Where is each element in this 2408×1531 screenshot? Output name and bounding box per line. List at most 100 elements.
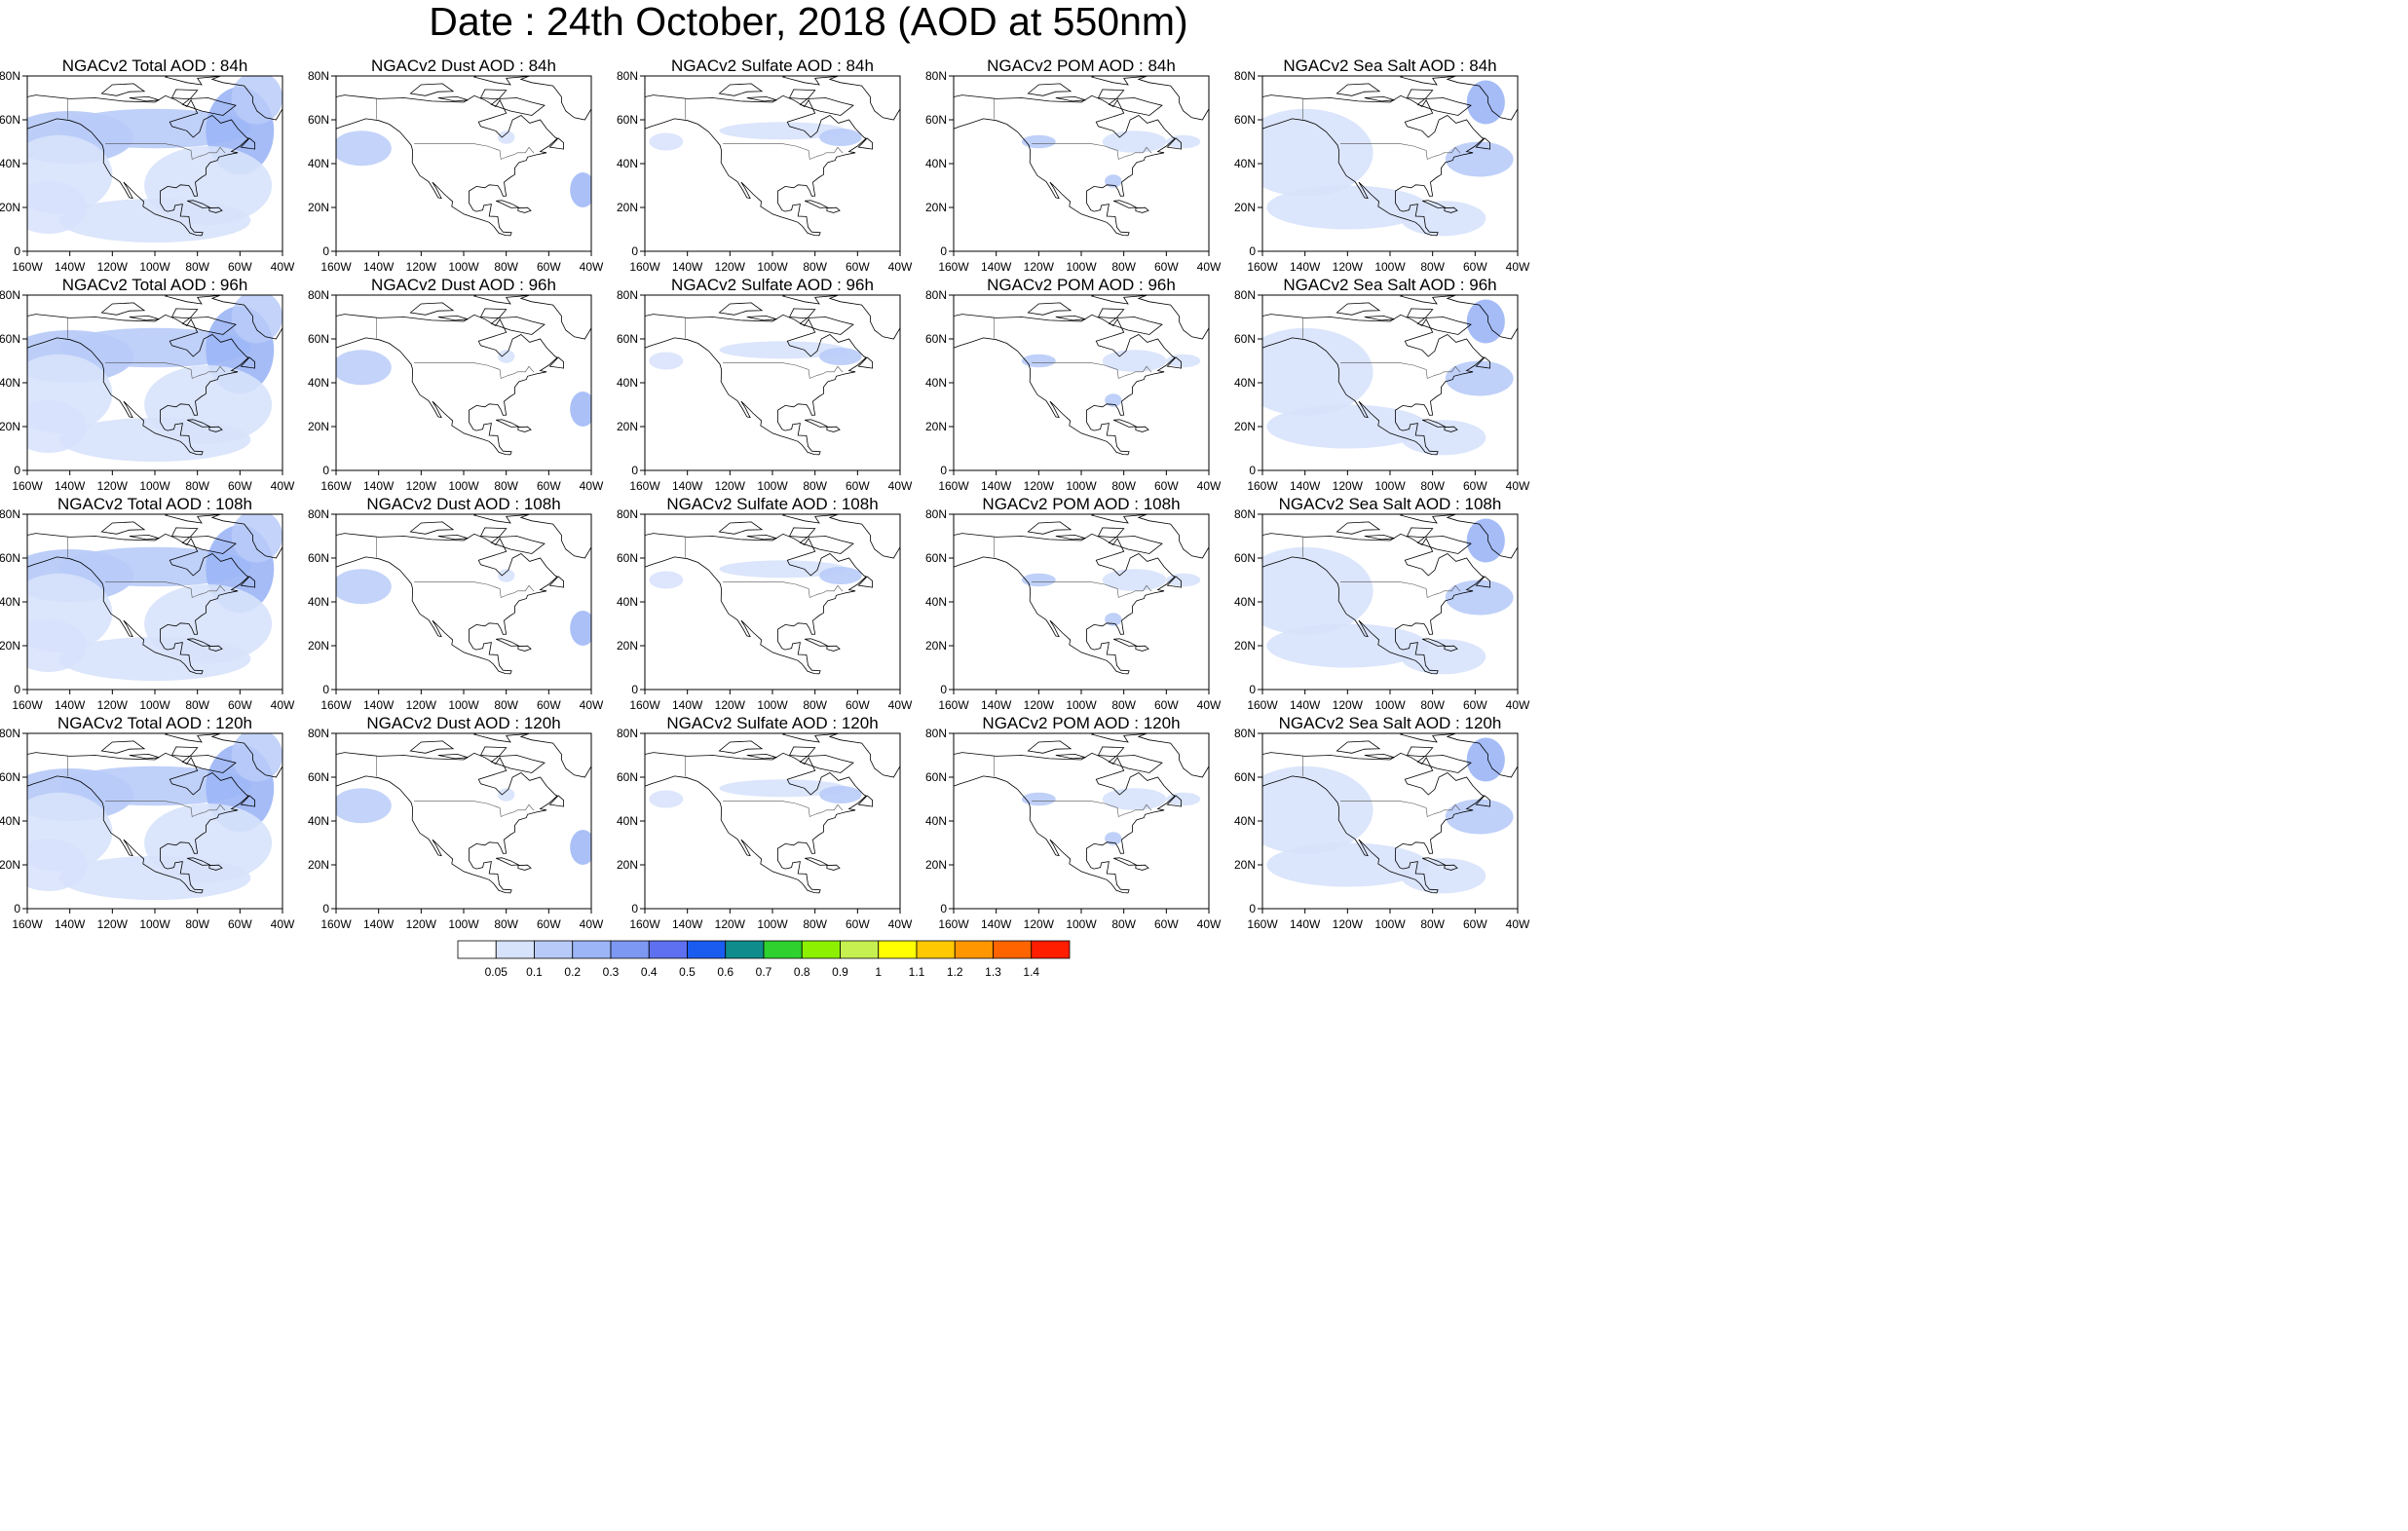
coastline (208, 206, 223, 213)
x-tick-label: 80W (494, 479, 518, 493)
panel-title: NGACv2 Dust AOD : 96h (371, 276, 556, 294)
coastline (1444, 864, 1458, 871)
colorbar-label: 0.3 (603, 965, 620, 979)
x-tick-label: 60W (846, 479, 870, 493)
x-tick-label: 80W (1420, 260, 1445, 274)
x-tick-label: 60W (228, 917, 252, 931)
y-tick-label: 60N (617, 332, 638, 346)
coastline (479, 527, 546, 554)
x-tick-label: 40W (1197, 260, 1222, 274)
panel-title: NGACv2 Dust AOD : 120h (366, 714, 561, 732)
coastline (336, 314, 558, 456)
x-tick-label: 140W (1290, 917, 1321, 931)
aod-field (1262, 733, 1518, 894)
panel-title: NGACv2 Sulfate AOD : 96h (671, 276, 874, 294)
x-tick-label: 100W (1066, 479, 1097, 493)
x-tick-label: 160W (12, 698, 43, 712)
x-tick-label: 160W (938, 917, 969, 931)
y-tick-label: 80N (617, 288, 638, 302)
y-tick-label: 80N (1234, 288, 1256, 302)
y-tick-label: 80N (1234, 727, 1256, 740)
coastline (1422, 200, 1447, 208)
map-plot: 160W 140W 120W 100W 80W 60W 40W 0 20N 40N 60N 80N (0, 727, 295, 931)
coastline (1027, 521, 1072, 535)
coastline (170, 746, 237, 773)
y-tick-label: 60N (308, 551, 329, 565)
aod-field (1262, 514, 1518, 675)
aod-shading (819, 348, 862, 365)
y-tick-label: 20N (925, 201, 947, 214)
coastline (210, 514, 282, 559)
panel-title: NGACv2 Sulfate AOD : 120h (666, 714, 879, 732)
coastline (164, 733, 222, 743)
aod-shading (719, 341, 847, 359)
coastline (1027, 302, 1072, 316)
x-tick-label: 80W (1420, 479, 1445, 493)
map-plot: 160W 140W 120W 100W 80W 60W 40W 0 20N 40N 60N 80N (925, 69, 1222, 274)
colorbar-label: 1.4 (1023, 965, 1039, 979)
coastline (1406, 746, 1472, 773)
coastline (1444, 206, 1458, 213)
coastline (100, 302, 146, 316)
coastline (1137, 514, 1209, 559)
aod-map-panel: NGACv2 Sulfate AOD : 120h 160W 140W 120W 100… (616, 714, 937, 1060)
x-tick-label: 100W (139, 479, 170, 493)
aod-shading (719, 122, 847, 140)
coastline (1336, 740, 1381, 754)
panel-title: NGACv2 Dust AOD : 108h (366, 495, 561, 513)
x-tick-label: 140W (55, 479, 86, 493)
x-tick-label: 140W (981, 260, 1012, 274)
coastline (788, 746, 854, 773)
aod-shading (27, 181, 88, 234)
coastline (781, 295, 840, 305)
x-tick-label: 160W (1247, 479, 1278, 493)
coastline (1135, 864, 1149, 871)
coastline (1137, 733, 1209, 778)
coastline (1475, 137, 1490, 150)
aod-shading (231, 514, 282, 563)
colorbar-label: 0.1 (526, 965, 543, 979)
coastline (1135, 645, 1149, 652)
coastline (1364, 534, 1395, 541)
x-tick-label: 120W (97, 917, 129, 931)
panel-title: NGACv2 POM AOD : 96h (987, 276, 1176, 294)
coastline (187, 200, 211, 208)
coastline (1097, 308, 1163, 335)
coastline (437, 315, 469, 321)
x-tick-label: 120W (97, 479, 129, 493)
coastline (857, 576, 873, 588)
map-plot: 160W 140W 120W 100W 80W 60W 40W 0 20N 40N 60N 80N (1234, 288, 1530, 493)
coastline (164, 295, 222, 305)
colorbar-swatch (993, 940, 1033, 959)
y-tick-label: 80N (0, 69, 20, 83)
y-tick-label: 0 (631, 683, 638, 696)
x-tick-label: 40W (888, 917, 913, 931)
map-plot: 160W 140W 120W 100W 80W 60W 40W 0 20N 40N 60N 80N (308, 288, 604, 493)
aod-shading (231, 295, 282, 344)
coastline (336, 752, 558, 894)
coastline (805, 200, 829, 208)
y-tick-label: 0 (322, 244, 329, 258)
aod-shading (819, 786, 862, 803)
aod-field (954, 295, 1209, 456)
x-tick-label: 80W (1111, 479, 1136, 493)
aod-shading (649, 132, 684, 151)
coastline (496, 638, 520, 647)
x-tick-label: 120W (1333, 698, 1364, 712)
x-tick-label: 40W (580, 917, 604, 931)
colorbar-swatch (916, 940, 956, 959)
coastline (954, 533, 1176, 675)
y-tick-label: 40N (617, 376, 638, 390)
x-tick-label: 120W (1024, 917, 1055, 931)
coastline (129, 95, 160, 102)
y-tick-label: 20N (617, 201, 638, 214)
x-tick-label: 60W (846, 917, 870, 931)
colorbar-label: 0.05 (485, 965, 508, 979)
colorbar-swatch (610, 940, 650, 959)
y-tick-label: 80N (617, 69, 638, 83)
coastline (496, 857, 520, 866)
coastline (1446, 76, 1518, 121)
aod-shading (58, 637, 251, 681)
coastline (1446, 733, 1518, 778)
aod-shading (1105, 393, 1122, 407)
